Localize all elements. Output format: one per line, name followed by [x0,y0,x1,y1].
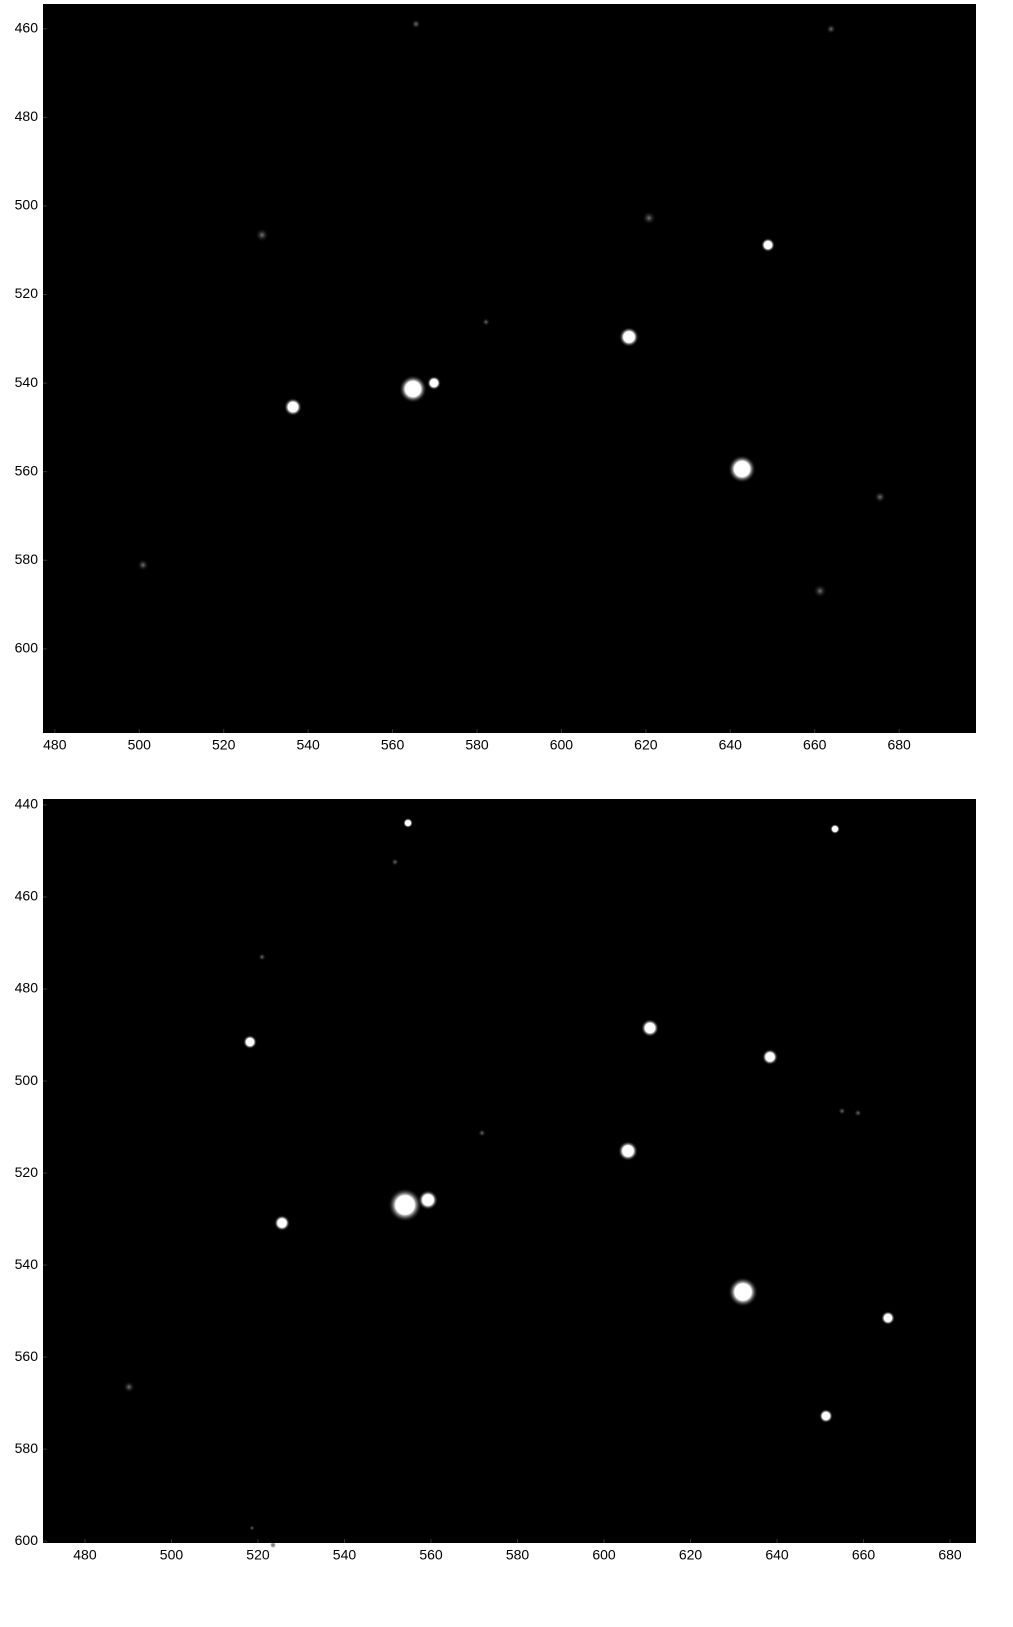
y-tick-label: 540 [15,1256,39,1272]
y-tick-label: 480 [15,108,39,124]
star [270,1542,276,1548]
star [874,491,886,503]
x-tick-label: 540 [296,737,320,753]
y-tick-label: 520 [15,1164,39,1180]
star [838,1107,846,1115]
star [137,559,149,571]
page: 480 500 520 540 560 580 600 620 640 660 680 460 480 5… [0,0,1013,1627]
x-tick-label: 600 [550,737,574,753]
image-area [43,799,976,1543]
star [826,24,836,34]
star [284,398,302,416]
star [123,1381,135,1393]
star [854,1109,862,1117]
figure: 480 500 520 540 560 580 600 620 640 660 680 460 480 5… [0,0,1013,1627]
star [641,1019,659,1037]
y-tick-label: 580 [15,1440,39,1456]
x-tick-label: 580 [506,1547,530,1563]
star [618,1141,638,1161]
x-tick-label: 640 [765,1547,789,1563]
star [403,818,413,828]
image-area [43,4,976,733]
star [619,327,639,347]
star [830,824,840,834]
x-tick-label: 620 [679,1547,703,1563]
star [819,1409,833,1423]
x-tick-label: 660 [852,1547,876,1563]
x-tick-label: 520 [212,737,236,753]
x-tick-label: 560 [419,1547,443,1563]
y-tick-label: 460 [15,888,39,904]
star [411,19,421,29]
star [243,1035,257,1049]
star [762,1049,778,1065]
y-tick-label: 500 [15,1072,39,1088]
star [881,1311,895,1325]
x-tick-label: 480 [43,737,67,753]
star [813,584,827,598]
y-tick-label: 520 [15,285,39,301]
star [391,858,399,866]
y-tick-label: 540 [15,374,39,390]
x-tick-label: 520 [246,1547,270,1563]
x-tick-label: 640 [719,737,743,753]
y-tick-label: 560 [15,1348,39,1364]
star [427,376,441,390]
star [388,1188,422,1222]
star [258,953,266,961]
y-tick-label: 460 [15,20,39,36]
y-tick-label: 480 [15,980,39,996]
y-tick-label: 440 [15,796,39,812]
y-tick-label: 560 [15,462,39,478]
y-tick-label: 580 [15,551,39,567]
star [482,318,490,326]
x-tick-label: 540 [333,1547,357,1563]
star [399,375,427,403]
star [478,1129,486,1137]
star [255,228,269,242]
panels: 480 500 520 540 560 580 600 620 640 660 680 460 480 5… [15,4,976,1563]
star [728,1277,758,1307]
star [642,211,656,225]
x-tick-label: 600 [592,1547,616,1563]
x-tick-label: 480 [73,1547,97,1563]
x-tick-label: 620 [634,737,658,753]
x-tick-label: 580 [465,737,489,753]
star [418,1190,438,1210]
y-tick-label: 600 [15,640,39,656]
x-tick-label: 680 [887,737,911,753]
y-tick-label: 600 [15,1532,39,1548]
x-tick-label: 500 [128,737,152,753]
x-tick-label: 680 [938,1547,962,1563]
y-tick-label: 500 [15,197,39,213]
star [274,1215,290,1231]
x-tick-label: 560 [381,737,405,753]
star [761,238,775,252]
x-tick-label: 660 [803,737,827,753]
x-tick-label: 500 [160,1547,184,1563]
star [728,455,756,483]
star [249,1525,255,1531]
